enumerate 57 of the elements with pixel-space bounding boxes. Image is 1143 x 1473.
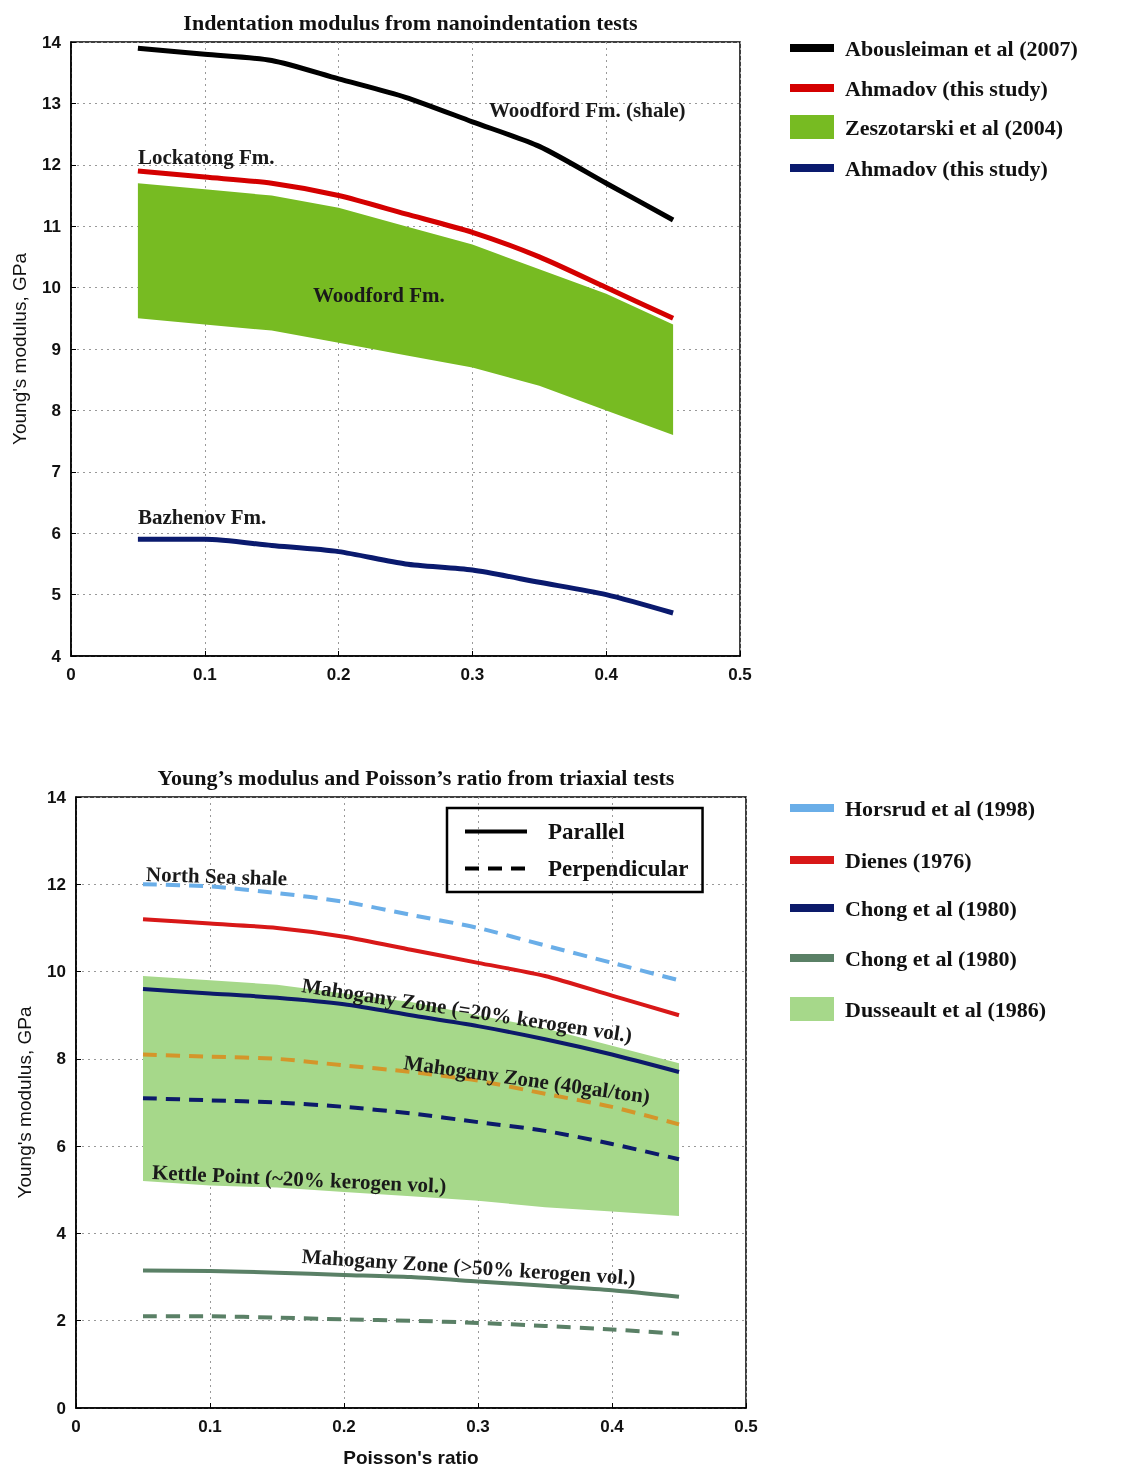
y-tick-label: 7 bbox=[51, 462, 61, 482]
x-tick-label: 0.4 bbox=[600, 1417, 625, 1436]
legend-label: Ahmadov (this study) bbox=[845, 155, 1048, 181]
x-tick-label: 0.5 bbox=[734, 1417, 758, 1436]
annotation: Bazhenov Fm. bbox=[138, 505, 267, 529]
y-tick-label: 11 bbox=[43, 216, 61, 236]
legend-label: Chong et al (1980) bbox=[845, 895, 1017, 921]
x-axis-title: Poisson's ratio bbox=[343, 1447, 479, 1468]
x-tick-label: 0 bbox=[71, 1417, 81, 1436]
x-tick-label: 0.2 bbox=[326, 665, 351, 684]
legend-label: Zeszotarski et al (2004) bbox=[845, 114, 1064, 140]
x-tick-label: 0.2 bbox=[332, 1417, 356, 1436]
y-tick-label: 14 bbox=[42, 32, 62, 52]
y-tick-label: 12 bbox=[42, 155, 61, 175]
line-series bbox=[141, 1052, 681, 1127]
chart-title: Young’s modulus and Poisson’s ratio from triaxial tests bbox=[157, 764, 675, 790]
x-tick-label: 0.3 bbox=[460, 665, 485, 684]
legend-label: Chong et al (1980) bbox=[845, 945, 1017, 971]
annotation: Lockatong Fm. bbox=[138, 145, 275, 169]
legend-label: Abousleiman et al (2007) bbox=[845, 35, 1078, 61]
y-tick-label: 4 bbox=[51, 646, 62, 666]
annotation: Kettle Point (~20% kerogen vol.) bbox=[151, 1160, 447, 1198]
y-tick-label: 8 bbox=[51, 400, 61, 420]
annotation: Woodford Fm. bbox=[313, 283, 445, 307]
y-tick-label: 6 bbox=[56, 1136, 66, 1156]
x-tick-label: 0.3 bbox=[466, 1417, 490, 1436]
y-tick-label: 9 bbox=[51, 339, 61, 359]
y-tick-label: 14 bbox=[47, 787, 67, 807]
chart-title: Indentation modulus from nanoindentation tests bbox=[183, 9, 639, 35]
annotation: Mahogany Zone (40gal/ton) bbox=[402, 1050, 652, 1109]
line-series bbox=[141, 1314, 681, 1336]
y-tick-label: 13 bbox=[42, 93, 61, 113]
y-tick-label: 8 bbox=[56, 1049, 66, 1069]
x-tick-label: 0.4 bbox=[594, 665, 619, 684]
legend-label: Dienes (1976) bbox=[845, 847, 972, 873]
y-tick-label: 0 bbox=[56, 1398, 66, 1418]
y-tick-label: 4 bbox=[56, 1223, 67, 1243]
annotation: Mahogany Zone (>50% kerogen vol.) bbox=[301, 1244, 637, 1290]
y-tick-label: 6 bbox=[51, 523, 61, 543]
legend-label: Perpendicular bbox=[548, 856, 689, 881]
legend-label: Horsrud et al (1998) bbox=[845, 795, 1036, 821]
legend-label: Parallel bbox=[548, 819, 625, 844]
annotation: Woodford Fm. (shale) bbox=[489, 98, 686, 122]
y-tick-label: 10 bbox=[42, 278, 61, 298]
y-axis-title: Young's modulus, GPa bbox=[14, 1006, 35, 1199]
x-tick-label: 0.5 bbox=[728, 665, 752, 684]
annotation: Mahogany Zone (=20% kerogen vol.) bbox=[300, 973, 634, 1048]
y-tick-label: 12 bbox=[47, 874, 66, 894]
annotation: North Sea shale bbox=[145, 862, 288, 891]
x-tick-label: 0.1 bbox=[192, 665, 217, 684]
y-tick-label: 10 bbox=[47, 962, 66, 982]
y-tick-label: 5 bbox=[51, 585, 61, 605]
y-axis-title: Young's modulus, GPa bbox=[9, 252, 30, 445]
y-tick-label: 2 bbox=[56, 1311, 66, 1331]
legend-label: Dusseault et al (1986) bbox=[845, 996, 1047, 1022]
legend-label: Ahmadov (this study) bbox=[845, 75, 1048, 101]
x-tick-label: 0.1 bbox=[198, 1417, 222, 1436]
